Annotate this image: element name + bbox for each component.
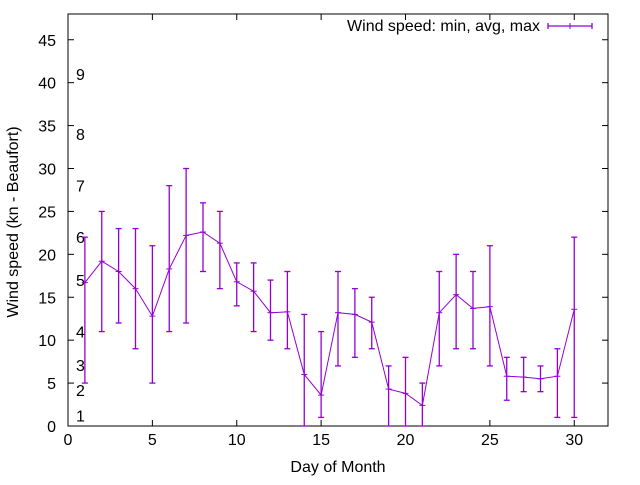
x-tick-label: 10: [228, 432, 246, 449]
plot-border: [67, 13, 609, 427]
y-tick-label: 20: [38, 247, 56, 264]
errorbar: [81, 236, 88, 384]
x-tick-label: 20: [397, 432, 415, 449]
y-tick-label: 5: [47, 376, 56, 393]
beaufort-label: 7: [76, 179, 85, 196]
errorbar: [436, 270, 443, 367]
errorbar: [318, 330, 325, 419]
x-tick-label: 15: [312, 432, 330, 449]
legend: Wind speed: min, avg, max: [347, 18, 593, 35]
y-tick-label: 40: [38, 76, 56, 93]
errorbar: [132, 227, 139, 350]
x-tick-label: 25: [481, 432, 499, 449]
errorbar: [98, 210, 105, 333]
errorbar: [520, 356, 527, 393]
errorbar: [284, 270, 291, 350]
y-tick-label: 45: [38, 33, 56, 50]
errorbar: [351, 288, 358, 358]
x-axis-label: Day of Month: [290, 459, 385, 476]
errorbar: [250, 262, 257, 333]
beaufort-label: 5: [76, 273, 85, 290]
y-tick-label: 30: [38, 162, 56, 179]
errorbar: [419, 382, 426, 427]
errorbar: [166, 185, 173, 333]
errorbar: [554, 348, 561, 419]
errorbar: [301, 313, 308, 427]
y-tick-label: 35: [38, 119, 56, 136]
beaufort-label: 1: [76, 409, 85, 426]
axes: [67, 13, 609, 427]
beaufort-label: 2: [76, 383, 85, 400]
beaufort-label: 9: [76, 67, 85, 84]
x-tick-label: 30: [565, 432, 583, 449]
y-tick-label: 0: [47, 419, 56, 436]
errorbar: [149, 245, 156, 384]
avg-line: [84, 231, 575, 407]
y-tick-label: 15: [38, 290, 56, 307]
errorbar: [115, 227, 122, 324]
errorbar: [200, 202, 206, 273]
beaufort-labels: 1 2 3 4 5 6 7 8 9: [76, 67, 85, 426]
y-tick-label: 25: [38, 204, 56, 221]
errorbar: [368, 296, 375, 350]
errorbar: [571, 236, 578, 419]
errorbar: [503, 356, 510, 401]
y-axis-label: Wind speed (kn - Beaufort): [5, 126, 22, 317]
errorbar: [537, 365, 544, 393]
errorbar: [486, 245, 493, 367]
beaufort-label: 4: [76, 325, 85, 342]
legend-label: Wind speed: min, avg, max: [347, 18, 540, 35]
errorbar: [216, 210, 223, 290]
beaufort-label: 6: [76, 230, 85, 247]
errorbar: [402, 356, 409, 427]
errorbar: [233, 262, 240, 307]
errorbar: [183, 167, 190, 324]
series-wind-speed: [81, 167, 578, 427]
errorbar: [335, 270, 341, 367]
x-tick-label: 0: [64, 432, 73, 449]
errorbar: [453, 253, 460, 350]
errorbar: [267, 279, 274, 341]
errorbar: [385, 365, 392, 427]
y-tick-label: 10: [38, 333, 56, 350]
errorbar: [470, 270, 476, 350]
beaufort-label: 3: [76, 358, 85, 375]
x-tick-label: 5: [148, 432, 157, 449]
legend-errorbar-sample: [547, 23, 593, 29]
beaufort-label: 8: [76, 127, 85, 144]
